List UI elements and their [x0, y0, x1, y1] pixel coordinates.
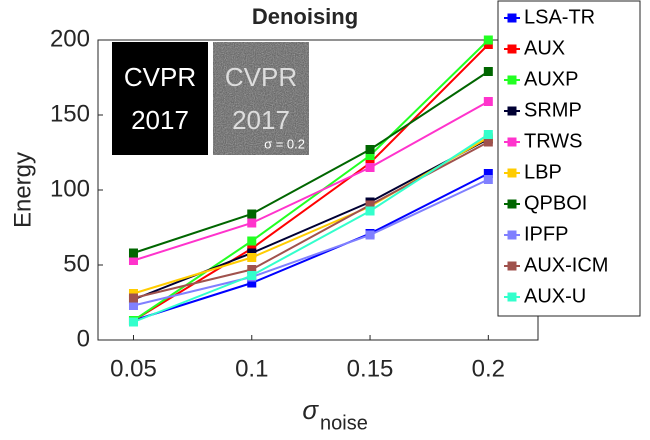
- inset-noise: [213, 42, 309, 155]
- data-point: [247, 236, 257, 246]
- data-point: [483, 137, 493, 147]
- data-point: [247, 278, 257, 288]
- legend-label: QPBOI: [524, 192, 587, 214]
- data-point: [483, 67, 493, 76]
- x-tick-label: 0.2: [472, 355, 505, 382]
- y-tick-label: 200: [50, 25, 90, 52]
- y-tick-label: 50: [63, 250, 90, 277]
- data-point: [128, 256, 138, 265]
- legend-marker: [507, 292, 517, 302]
- data-point: [483, 175, 493, 184]
- data-point: [128, 248, 138, 258]
- data-point: [247, 218, 257, 228]
- legend-marker: [507, 106, 517, 116]
- legend-label: AUX: [524, 37, 565, 59]
- x-axis-label-subscript: noise: [320, 412, 368, 434]
- data-point: [483, 35, 493, 45]
- data-point: [128, 293, 138, 303]
- x-tick-label: 0.05: [110, 355, 157, 382]
- x-axis-label: σ: [302, 395, 319, 425]
- x-tick-label: 0.15: [347, 355, 394, 382]
- legend-label: LBP: [524, 161, 562, 183]
- inset-image: [112, 42, 208, 155]
- data-point: [365, 200, 375, 210]
- legend-marker: [507, 75, 517, 85]
- inset-note: σ = 0.2: [264, 136, 305, 151]
- legend-marker: [507, 137, 517, 147]
- data-point: [247, 209, 257, 219]
- data-point: [247, 271, 257, 280]
- series-line: [133, 178, 489, 307]
- data-point: [365, 145, 375, 154]
- legend-marker: [507, 13, 517, 23]
- legend-label: LSA-TR: [524, 6, 595, 28]
- legend-label: AUX-ICM: [524, 254, 608, 276]
- x-tick-label: 0.1: [235, 355, 268, 382]
- legend-box: [497, 0, 641, 317]
- data-point: [365, 163, 375, 172]
- data-point: [483, 97, 493, 106]
- series-line: [133, 133, 489, 323]
- legend-marker: [507, 230, 517, 240]
- legend-label: SRMP: [524, 99, 582, 121]
- data-point: [128, 301, 138, 310]
- legend-marker: [507, 261, 517, 271]
- legend-label: TRWS: [524, 130, 583, 152]
- y-tick-label: 100: [50, 175, 90, 202]
- series-line: [133, 70, 489, 254]
- series-line: [132, 39, 490, 322]
- inset-text: CVPR: [124, 62, 196, 92]
- data-point: [483, 169, 493, 178]
- data-point: [365, 230, 375, 240]
- legend-marker: [507, 44, 517, 54]
- legend-marker: [507, 168, 517, 178]
- series-line: [133, 100, 489, 262]
- data-point: [365, 151, 375, 160]
- legend-label: AUX-U: [524, 285, 586, 307]
- legend-marker: [507, 199, 517, 209]
- data-point: [365, 206, 375, 216]
- data-point: [247, 265, 257, 274]
- inset-text: 2017: [131, 105, 189, 135]
- series-line: [133, 172, 489, 322]
- y-axis-label: Energy: [9, 152, 36, 228]
- chart-title: Denoising: [252, 4, 358, 29]
- legend-label: IPFP: [524, 223, 568, 245]
- y-tick-label: 0: [77, 325, 90, 352]
- data-point: [128, 317, 138, 327]
- data-point: [247, 253, 257, 262]
- inset-text: CVPR: [225, 62, 297, 92]
- legend-label: AUXP: [524, 68, 578, 90]
- y-tick-label: 150: [50, 100, 90, 127]
- data-point: [483, 130, 493, 139]
- inset-text: 2017: [232, 105, 290, 135]
